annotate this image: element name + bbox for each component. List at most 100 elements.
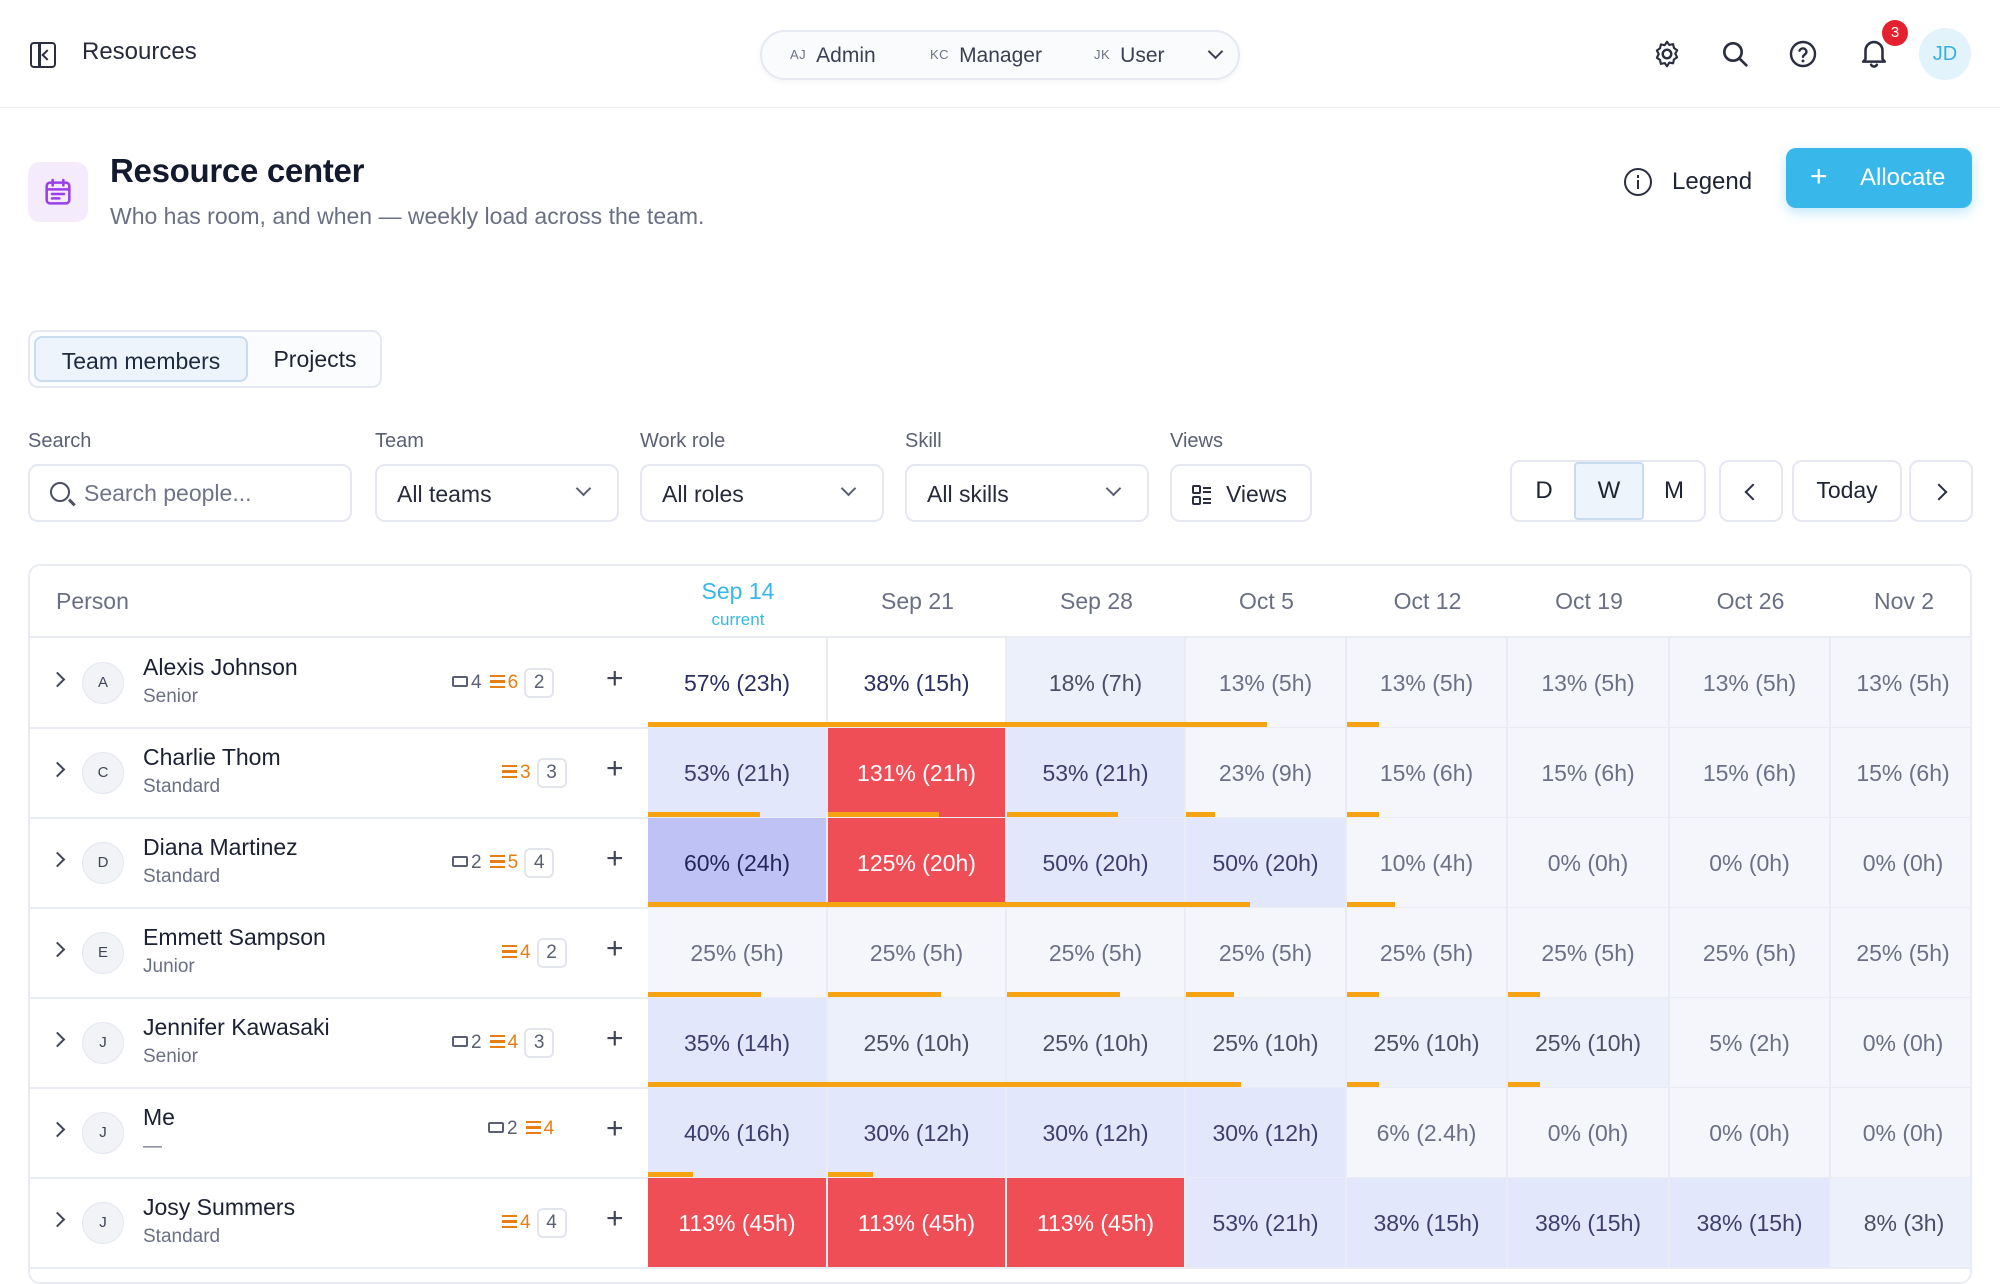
person-row[interactable]: C Charlie Thom Standard 3 3 +53% (21h) 131% (2… (30, 728, 1970, 818)
role-admin[interactable]: AJ Admin (790, 44, 876, 67)
allocation-cell[interactable]: 113% (45h) (828, 1178, 1007, 1268)
person-row[interactable]: D Diana Martinez Standard 2 5 4 +60% (24h) 125%… (30, 818, 1970, 908)
allocation-cell[interactable]: 13% (5h) (1186, 638, 1347, 728)
allocation-cell[interactable]: 0% (0h) (1831, 1088, 1970, 1178)
allocation-cell[interactable]: 10% (4h) (1347, 818, 1508, 908)
allocation-cell[interactable]: 15% (6h) (1347, 728, 1508, 818)
skill-select[interactable]: All skills (905, 464, 1149, 522)
add-allocation-button[interactable]: + (606, 752, 624, 785)
allocation-cell[interactable]: 50% (20h) (1186, 818, 1347, 908)
chevron-right-icon[interactable] (49, 941, 66, 958)
allocation-cell[interactable]: 50% (20h) (1007, 818, 1186, 908)
allocation-cell[interactable]: 0% (0h) (1670, 1088, 1831, 1178)
allocation-cell[interactable]: 23% (9h) (1186, 728, 1347, 818)
allocation-cell[interactable]: 13% (5h) (1347, 638, 1508, 728)
views-button[interactable]: Views (1170, 464, 1312, 522)
allocation-cell[interactable]: 25% (10h) (1186, 998, 1347, 1088)
allocation-cell[interactable]: 0% (0h) (1831, 998, 1970, 1088)
role-manager[interactable]: KC Manager (930, 44, 1042, 67)
tab-team-members[interactable]: Team members (34, 336, 248, 382)
add-allocation-button[interactable]: + (606, 1202, 624, 1235)
allocation-cell[interactable]: 13% (5h) (1508, 638, 1670, 728)
range-day-button[interactable]: D (1535, 477, 1553, 504)
allocation-cell[interactable]: 25% (5h) (1007, 908, 1186, 998)
bell-icon[interactable] (1857, 34, 1891, 70)
allocate-button[interactable]: + Allocate (1786, 148, 1972, 208)
add-allocation-button[interactable]: + (606, 662, 624, 695)
previous-button[interactable] (1719, 460, 1783, 522)
chevron-right-icon[interactable] (49, 671, 66, 688)
team-select[interactable]: All teams (375, 464, 619, 522)
add-allocation-button[interactable]: + (606, 1022, 624, 1055)
role-user[interactable]: JK User (1094, 44, 1165, 67)
chevron-right-icon[interactable] (49, 761, 66, 778)
allocation-cell[interactable]: 38% (15h) (1347, 1178, 1508, 1268)
allocation-cell[interactable]: 38% (15h) (828, 638, 1007, 728)
allocation-cell[interactable]: 113% (45h) (648, 1178, 828, 1268)
person-row[interactable]: E Emmett Sampson Junior 4 2 +25% (5h) 25% (5h)… (30, 908, 1970, 998)
chevron-right-icon[interactable] (49, 1211, 66, 1228)
allocation-cell[interactable]: 0% (0h) (1508, 1088, 1670, 1178)
range-month-button[interactable]: M (1664, 477, 1684, 504)
person-row[interactable]: J Me —2 4 +40% (16h) 30% (12h) 30% (12h) 30% (1… (30, 1088, 1970, 1178)
allocation-cell[interactable]: 13% (5h) (1670, 638, 1831, 728)
person-row[interactable]: A Alexis Johnson Senior 4 6 2 +57% (23h) 38% (1… (30, 638, 1970, 728)
allocation-cell[interactable]: 25% (10h) (1007, 998, 1186, 1088)
user-avatar[interactable]: JD (1919, 28, 1971, 80)
allocation-cell[interactable]: 25% (10h) (1347, 998, 1508, 1088)
allocation-cell[interactable]: 8% (3h) (1831, 1178, 1970, 1268)
add-allocation-button[interactable]: + (606, 932, 624, 965)
allocation-cell[interactable]: 18% (7h) (1007, 638, 1186, 728)
person-row[interactable]: J Jennifer Kawasaki Senior 2 4 3 +35% (14h) 25%… (30, 998, 1970, 1088)
add-allocation-button[interactable]: + (606, 1112, 624, 1145)
allocation-cell[interactable]: 113% (45h) (1007, 1178, 1186, 1268)
allocation-cell[interactable]: 30% (12h) (1186, 1088, 1347, 1178)
allocation-cell[interactable]: 25% (5h) (1347, 908, 1508, 998)
role-select[interactable]: All roles (640, 464, 884, 522)
allocation-cell[interactable]: 13% (5h) (1831, 638, 1970, 728)
allocation-cell[interactable]: 35% (14h) (648, 998, 828, 1088)
allocation-cell[interactable]: 25% (5h) (1508, 908, 1670, 998)
allocation-cell[interactable]: 25% (10h) (828, 998, 1007, 1088)
allocation-cell[interactable]: 60% (24h) (648, 818, 828, 908)
help-icon[interactable] (1787, 38, 1819, 70)
chevron-right-icon[interactable] (49, 1121, 66, 1138)
allocation-cell[interactable]: 30% (12h) (1007, 1088, 1186, 1178)
allocation-cell[interactable]: 57% (23h) (648, 638, 828, 728)
allocation-cell[interactable]: 0% (0h) (1508, 818, 1670, 908)
allocation-cell[interactable]: 6% (2.4h) (1347, 1088, 1508, 1178)
allocation-cell[interactable]: 53% (21h) (648, 728, 828, 818)
chevron-right-icon[interactable] (49, 851, 66, 868)
allocation-cell[interactable]: 15% (6h) (1831, 728, 1970, 818)
allocation-cell[interactable]: 0% (0h) (1831, 818, 1970, 908)
allocation-cell[interactable]: 25% (5h) (828, 908, 1007, 998)
allocation-cell[interactable]: 25% (5h) (648, 908, 828, 998)
allocation-cell[interactable]: 30% (12h) (828, 1088, 1007, 1178)
allocation-cell[interactable]: 0% (0h) (1670, 818, 1831, 908)
allocation-cell[interactable]: 40% (16h) (648, 1088, 828, 1178)
next-button[interactable] (1909, 460, 1973, 522)
tab-projects[interactable]: Projects (273, 346, 357, 372)
role-switcher[interactable]: AJ Admin KC Manager JK User (760, 30, 1240, 80)
search-input[interactable] (84, 476, 334, 510)
allocation-cell[interactable]: 25% (10h) (1508, 998, 1670, 1088)
sidebar-toggle-icon[interactable] (30, 42, 56, 68)
chevron-down-icon[interactable] (1207, 43, 1224, 60)
allocation-cell[interactable]: 38% (15h) (1508, 1178, 1670, 1268)
allocation-cell[interactable]: 53% (21h) (1007, 728, 1186, 818)
chevron-right-icon[interactable] (49, 1031, 66, 1048)
allocation-cell[interactable]: 53% (21h) (1186, 1178, 1347, 1268)
allocation-cell[interactable]: 25% (5h) (1831, 908, 1970, 998)
add-allocation-button[interactable]: + (606, 842, 624, 875)
allocation-cell[interactable]: 15% (6h) (1508, 728, 1670, 818)
person-row[interactable]: J Josy Summers Standard 4 4 +113% (45h) 113% (… (30, 1178, 1970, 1268)
search-icon[interactable] (1719, 38, 1751, 70)
range-week-button[interactable]: W (1574, 462, 1644, 520)
allocation-cell[interactable]: 125% (20h) (828, 818, 1007, 908)
gear-icon[interactable] (1651, 38, 1683, 70)
allocation-cell[interactable]: 131% (21h) (828, 728, 1007, 818)
allocation-cell[interactable]: 38% (15h) (1670, 1178, 1831, 1268)
allocation-cell[interactable]: 5% (2h) (1670, 998, 1831, 1088)
today-button[interactable]: Today (1792, 460, 1902, 522)
allocation-cell[interactable]: 15% (6h) (1670, 728, 1831, 818)
